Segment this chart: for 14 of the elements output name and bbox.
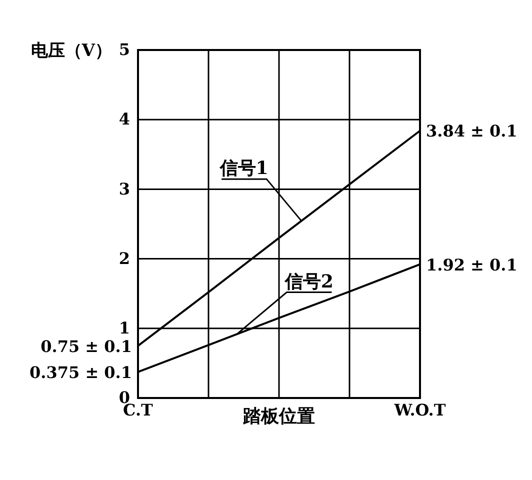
- y-axis-title: 电压（V）: [30, 41, 112, 61]
- text: 信号1: [218, 158, 268, 180]
- annotation: 0.375 ± 0.1: [30, 362, 132, 382]
- x-tick-label: W.O.T: [393, 400, 446, 420]
- annotation: 3.84 ± 0.1: [426, 122, 518, 141]
- y-tick-label: 5: [118, 40, 130, 60]
- y-tick-label: 2: [118, 248, 130, 268]
- y-tick-label: 4: [118, 110, 130, 129]
- y-tick-label: 1: [118, 318, 130, 338]
- y-tick-label: 3: [118, 179, 130, 198]
- annotation: 1.92 ± 0.1: [426, 255, 518, 274]
- series-label: 信号2: [284, 271, 334, 292]
- x-axis-title: 踏板位置: [242, 406, 315, 427]
- annotation: 0.75 ± 0.1: [40, 336, 132, 356]
